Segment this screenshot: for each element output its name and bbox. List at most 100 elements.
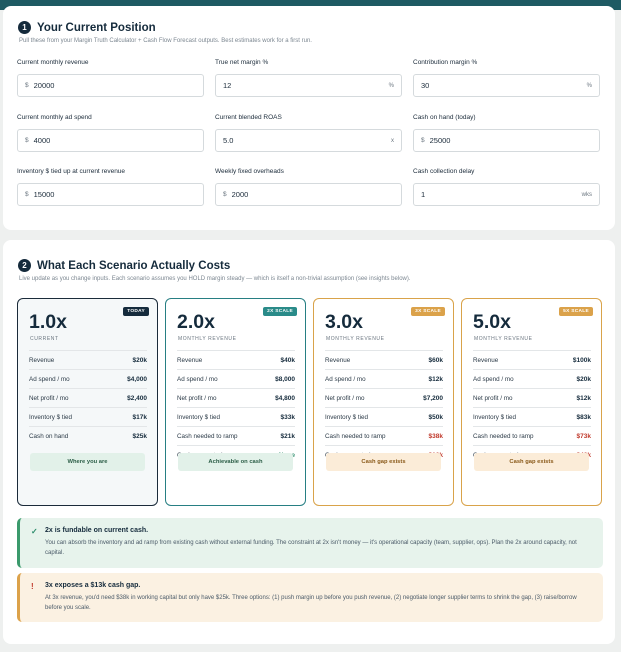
monthly-revenue-input[interactable]: $20000 [17,74,204,97]
metric-label: Cash needed to ramp [325,432,386,440]
scenario-metrics: Revenue $40k Ad spend / mo $8,000 Net profit… [177,350,295,464]
net-margin-field: True net margin % 12% [215,59,402,97]
metric-label: Revenue [473,356,499,364]
input-value[interactable]: 4000 [33,136,51,145]
metric-label: Cash on hand [29,432,69,440]
section-2-header: 2 What Each Scenario Actually Costs [18,259,230,272]
metric-label: Revenue [177,356,203,364]
metric-value: $73k [576,432,591,440]
insight-body: You can absorb the inventory and ad ramp… [45,540,577,556]
blended-roas-input[interactable]: 5.0 x [215,129,402,152]
insight-fundable: ✓ 2x is fundable on current cash. You can … [17,518,603,568]
input-prefix: $ [421,137,425,144]
metric-row: Cash on hand $25k [29,426,147,445]
metric-value: $17k [132,413,147,421]
input-prefix: $ [25,82,29,89]
insight-cash-gap: ! 3x exposes a $13k cash gap. At 3x revenu… [17,573,603,622]
net-margin-input[interactable]: 12% [215,74,402,97]
input-value[interactable]: 2000 [231,190,249,199]
metric-row: Revenue $40k [177,350,295,369]
input-value[interactable]: 12 [223,81,232,90]
scenario-subtitle: MONTHLY REVENUE [326,336,385,342]
metric-row: Cash needed to ramp $38k [325,426,443,445]
section-subtitle: Pull these from your Margin Truth Calcul… [19,38,312,44]
metric-label: Inventory $ tied [29,413,73,421]
inventory-tied-input[interactable]: $15000 [17,183,204,206]
section-1-header: 1 Your Current Position [18,21,156,34]
scenario-subtitle: MONTHLY REVENUE [178,336,237,342]
metric-value: $40k [280,356,295,364]
field-label: Contribution margin % [413,59,478,66]
metric-value: $100k [572,356,591,364]
input-suffix: wks [581,191,592,198]
scenario-card-2x: 2X SCALE 2.0x MONTHLY REVENUE Revenue $40k Ad… [165,298,306,506]
scenario-badge: 2X SCALE [263,307,297,316]
scenario-subtitle: MONTHLY REVENUE [474,336,533,342]
check-icon: ✓ [31,527,38,536]
metric-label: Ad spend / mo [177,375,218,383]
metric-label: Inventory $ tied [325,413,369,421]
scenario-status-pill: Cash gap exists [326,453,441,471]
field-label: Current monthly ad spend [17,114,92,121]
contribution-margin-input[interactable]: 30% [413,74,600,97]
scenario-badge: TODAY [123,307,149,316]
contribution-margin-field: Contribution margin % 30% [413,59,600,97]
ad-spend-field: Current monthly ad spend $4000 [17,114,204,152]
section-title: What Each Scenario Actually Costs [37,259,231,272]
metric-label: Net profit / mo [29,394,69,402]
input-prefix: $ [223,191,227,198]
metric-label: Inventory $ tied [473,413,517,421]
metric-row: Net profit / mo $12k [473,388,591,407]
metric-label: Ad spend / mo [325,375,366,383]
metric-row: Inventory $ tied $33k [177,407,295,426]
scenario-badge: 3X SCALE [411,307,445,316]
input-prefix: $ [25,137,29,144]
metric-label: Revenue [29,356,55,364]
metric-value: $12k [576,394,591,402]
input-prefix: $ [25,191,29,198]
top-accent-bar [0,0,621,10]
metric-value: $83k [576,413,591,421]
input-value[interactable]: 25000 [429,136,451,145]
metric-value: $21k [280,432,295,440]
input-value[interactable]: 15000 [33,190,55,199]
scenario-metrics: Revenue $100k Ad spend / mo $20k Net profit … [473,350,591,464]
metric-value: $60k [428,356,443,364]
monthly-revenue-field: Current monthly revenue $20000 [17,59,204,97]
input-value[interactable]: 1 [421,190,426,199]
weekly-overheads-field: Weekly fixed overheads $2000 [215,168,402,206]
scenario-status-pill: Where you are [30,453,145,471]
metric-row: Cash needed to ramp $21k [177,426,295,445]
input-value[interactable]: 5.0 [223,136,234,145]
warning-icon: ! [31,582,34,591]
metric-label: Net profit / mo [473,394,513,402]
field-label: True net margin % [215,59,269,66]
input-value[interactable]: 30 [421,81,430,90]
inventory-tied-field: Inventory $ tied up at current revenue $1… [17,168,204,206]
metric-label: Net profit / mo [177,394,217,402]
metric-row: Ad spend / mo $8,000 [177,369,295,388]
metric-label: Ad spend / mo [29,375,70,383]
metric-row: Ad spend / mo $4,000 [29,369,147,388]
metric-row: Ad spend / mo $20k [473,369,591,388]
weekly-overheads-input[interactable]: $2000 [215,183,402,206]
field-label: Cash on hand (today) [413,114,476,121]
cash-on-hand-field: Cash on hand (today) $25000 [413,114,600,152]
collection-delay-input[interactable]: 1 wks [413,183,600,206]
metric-value: $4,800 [275,394,295,402]
scenario-status-pill: Cash gap exists [474,453,589,471]
metric-value: $7,200 [423,394,443,402]
input-value[interactable]: 20000 [33,81,55,90]
field-label: Inventory $ tied up at current revenue [17,168,126,175]
metric-row: Revenue $20k [29,350,147,369]
ad-spend-input[interactable]: $4000 [17,129,204,152]
metric-value: $25k [132,432,147,440]
metric-row: Cash needed to ramp $73k [473,426,591,445]
field-label: Current blended ROAS [215,114,282,121]
metric-row: Ad spend / mo $12k [325,369,443,388]
metric-label: Revenue [325,356,351,364]
scenario-card-3x: 3X SCALE 3.0x MONTHLY REVENUE Revenue $60k Ad… [313,298,454,506]
metric-label: Cash needed to ramp [473,432,534,440]
cash-on-hand-input[interactable]: $25000 [413,129,600,152]
metric-row: Net profit / mo $2,400 [29,388,147,407]
